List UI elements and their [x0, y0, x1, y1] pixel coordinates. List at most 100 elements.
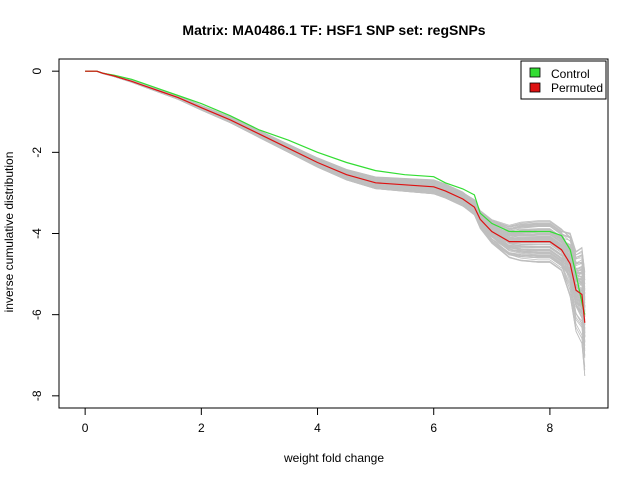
- permutation-line: [85, 70, 586, 300]
- permutation-line: [85, 70, 586, 296]
- permutation-line: [85, 70, 586, 351]
- permutation-line: [85, 70, 586, 352]
- permutation-line: [85, 70, 586, 307]
- series-line-control: [85, 70, 586, 315]
- permutation-line: [85, 70, 586, 332]
- permutation-line: [85, 70, 586, 300]
- permutation-line: [85, 70, 586, 344]
- permutation-line: [85, 70, 586, 343]
- permutation-line: [85, 70, 586, 308]
- permutation-line: [85, 70, 586, 338]
- permutation-line: [85, 70, 586, 301]
- permutation-line: [85, 70, 586, 323]
- permutation-line: [85, 70, 586, 331]
- permutation-line: [85, 70, 586, 358]
- permutation-line: [85, 70, 586, 337]
- permutation-line: [85, 70, 586, 335]
- permutation-line: [85, 70, 586, 326]
- permutation-line: [85, 70, 586, 330]
- legend-label-permuted: Permuted: [551, 81, 603, 95]
- permutation-line: [85, 70, 586, 312]
- permutation-line: [85, 70, 586, 293]
- permutation-line: [85, 70, 586, 317]
- permutation-line: [85, 70, 586, 308]
- permutation-line: [85, 70, 586, 336]
- permutation-line: [85, 70, 586, 309]
- x-tick-label: 0: [82, 421, 89, 435]
- permutation-line: [85, 70, 586, 331]
- x-tick-label: 6: [430, 421, 437, 435]
- x-tick-label: 2: [198, 421, 205, 435]
- y-tick-label: -2: [30, 147, 44, 158]
- permutation-line: [85, 70, 586, 298]
- permutation-line: [85, 70, 586, 334]
- permutation-line: [85, 70, 586, 312]
- permutation-line: [85, 70, 586, 301]
- legend-box: [520, 60, 607, 100]
- permutation-line: [85, 70, 586, 349]
- chart-title: Matrix: MA0486.1 TF: HSF1 SNP set: regSN…: [182, 22, 485, 38]
- permutation-line: [85, 70, 586, 307]
- permutation-line: [85, 70, 586, 294]
- permutation-line: [85, 70, 586, 308]
- permutation-line: [85, 70, 586, 311]
- permutation-line: [85, 70, 586, 333]
- series-line-permuted: [85, 70, 586, 323]
- permutation-line: [85, 70, 586, 337]
- permutation-line: [85, 70, 586, 306]
- permutation-line: [85, 70, 586, 320]
- permutation-line: [85, 70, 586, 320]
- series-lines: [85, 70, 586, 323]
- permutation-line: [85, 70, 586, 371]
- y-axis-label: inverse cumulative distribution: [2, 152, 16, 313]
- y-tick-label: 0: [30, 68, 44, 75]
- permutation-line: [85, 70, 586, 357]
- permutation-line: [85, 70, 586, 310]
- permutation-line: [85, 70, 586, 326]
- permutation-line: [85, 70, 586, 315]
- permutation-line: [85, 70, 586, 334]
- permutation-line: [85, 70, 586, 325]
- permutation-line: [85, 70, 586, 333]
- permutation-line: [85, 70, 586, 342]
- permutation-line: [85, 70, 586, 326]
- permutation-line: [85, 70, 586, 289]
- permutation-line: [85, 70, 586, 284]
- permutation-line: [85, 70, 586, 356]
- y-tick-label: -4: [30, 228, 44, 239]
- permutation-line: [85, 70, 586, 307]
- permutation-line: [85, 70, 586, 341]
- permutation-line: [85, 70, 586, 367]
- permutation-line: [85, 70, 586, 343]
- legend: Control Permuted: [520, 60, 607, 100]
- permutation-line: [85, 70, 586, 298]
- permutation-line: [85, 70, 586, 376]
- permutation-line: [85, 70, 586, 306]
- permutation-line: [85, 70, 586, 295]
- permutation-line: [85, 70, 586, 329]
- legend-label-control: Control: [551, 67, 590, 81]
- permutation-line: [85, 70, 586, 314]
- permutation-line: [85, 70, 586, 311]
- permutation-line: [85, 70, 586, 337]
- permutation-line: [85, 70, 586, 303]
- permutation-line: [85, 70, 586, 337]
- permutation-line: [85, 70, 586, 338]
- permutation-line: [85, 70, 586, 346]
- y-axis: 0 -2 -4 -6 -8: [30, 68, 60, 401]
- x-tick-label: 4: [314, 421, 321, 435]
- legend-swatch-control: [529, 67, 541, 78]
- permutation-line: [85, 70, 586, 336]
- legend-swatch-permuted: [529, 82, 541, 93]
- permutation-line: [85, 70, 586, 328]
- y-tick-label: -8: [30, 390, 44, 401]
- y-tick-label: -6: [30, 309, 44, 320]
- permutation-line: [85, 70, 586, 324]
- permutation-line: [85, 70, 586, 317]
- permutation-line: [85, 70, 586, 357]
- x-tick-label: 8: [547, 421, 554, 435]
- permutation-line: [85, 70, 586, 290]
- permutation-lines: [85, 70, 586, 377]
- permutation-line: [85, 70, 586, 303]
